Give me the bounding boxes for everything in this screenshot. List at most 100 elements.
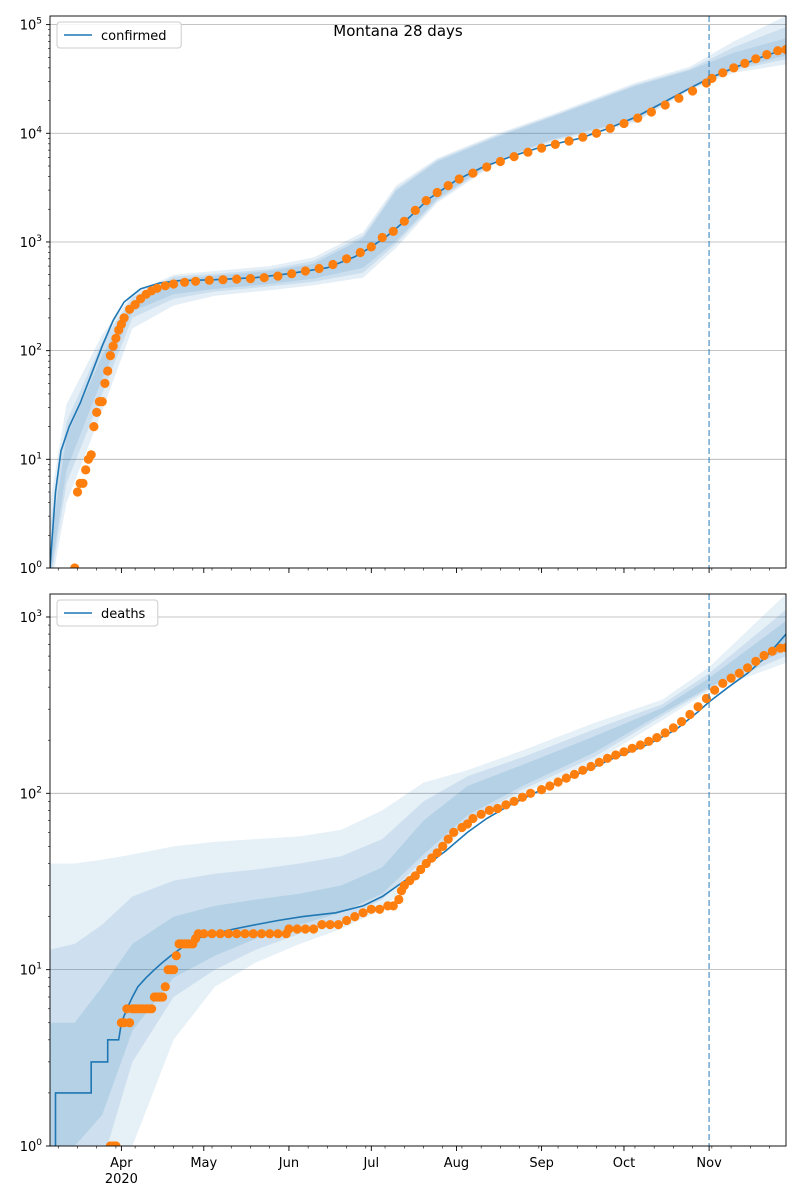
x-tick-label: Jul	[362, 1156, 379, 1171]
legend[interactable]: confirmed	[56, 21, 182, 49]
observed-point	[207, 929, 217, 939]
observed-point	[734, 668, 744, 678]
observed-point	[130, 300, 140, 310]
observed-point	[273, 929, 283, 939]
observed-point	[468, 813, 478, 824]
observed-point	[215, 929, 225, 939]
observed-point	[388, 226, 398, 236]
observed-point	[432, 187, 442, 198]
observed-point	[561, 773, 571, 783]
observed-point	[366, 242, 376, 252]
observed-point	[70, 563, 80, 568]
observed-point	[309, 924, 319, 934]
y-tick-exponent: 0	[36, 1138, 42, 1148]
observed-point	[449, 827, 459, 838]
observed-point	[158, 992, 168, 1002]
observed-point	[223, 929, 234, 939]
observed-point	[325, 920, 335, 930]
observed-point	[105, 351, 115, 361]
observed-point	[743, 663, 753, 673]
observed-point	[710, 685, 720, 695]
observed-point	[767, 646, 777, 656]
y-tick-base: 10	[20, 19, 37, 34]
observed-point	[627, 743, 637, 753]
observed-point	[646, 107, 657, 117]
observed-point	[578, 132, 588, 142]
observed-point	[256, 929, 267, 939]
observed-point	[81, 465, 91, 475]
observed-point	[169, 279, 179, 289]
observed-point	[740, 58, 750, 68]
observed-point	[693, 702, 703, 712]
observed-point	[668, 723, 679, 733]
y-tick-exponent: 4	[36, 125, 42, 135]
observed-point	[342, 254, 352, 264]
observed-point	[111, 1141, 121, 1146]
y-tick-label: 100	[20, 1138, 43, 1155]
legend-label: confirmed	[101, 29, 167, 44]
y-tick-label: 102	[20, 785, 42, 802]
observed-point	[652, 733, 662, 743]
y-tick-exponent: 0	[36, 560, 42, 570]
observed-point	[160, 281, 170, 291]
observed-point	[317, 920, 327, 930]
plot-area	[50, 16, 786, 568]
observed-point	[594, 757, 604, 767]
observed-point	[287, 269, 297, 279]
y-tick-label: 101	[20, 451, 42, 468]
observed-point	[718, 678, 728, 689]
observed-point	[375, 904, 385, 914]
observed-point	[292, 924, 302, 934]
y-tick-label: 102	[20, 343, 42, 360]
observed-point	[125, 1018, 135, 1028]
x-tick-label: Oct	[613, 1156, 635, 1171]
observed-point	[751, 656, 761, 667]
y-tick-label: 104	[20, 125, 43, 142]
observed-point	[443, 834, 453, 844]
observed-point	[501, 800, 511, 810]
observed-point	[245, 274, 256, 284]
y-tick-exponent: 3	[36, 234, 42, 244]
observed-point	[553, 777, 563, 787]
observed-point	[333, 920, 343, 930]
observed-point	[328, 259, 338, 270]
observed-point	[605, 123, 615, 133]
y-tick-label: 103	[20, 234, 42, 251]
observed-point	[611, 750, 621, 760]
observed-point	[781, 44, 786, 55]
y-tick-exponent: 5	[36, 17, 42, 27]
observed-point	[72, 487, 83, 497]
observed-point	[218, 275, 228, 285]
observed-point	[284, 924, 294, 934]
observed-point	[564, 136, 574, 146]
y-tick-base: 10	[20, 964, 37, 979]
observed-point	[147, 1004, 157, 1014]
observed-point	[688, 86, 698, 96]
observed-point	[108, 341, 118, 351]
observed-point	[569, 769, 580, 780]
observed-point	[248, 929, 258, 939]
observed-point	[432, 848, 442, 858]
legend[interactable]: deaths	[56, 599, 159, 627]
uncertainty-band	[50, 16, 786, 568]
y-tick-label: 101	[20, 962, 42, 979]
observed-point	[438, 841, 448, 852]
observed-point	[191, 276, 201, 286]
observed-point	[232, 929, 242, 939]
y-tick-exponent: 1	[36, 962, 42, 972]
y-tick-base: 10	[20, 611, 37, 626]
x-tick-label: Jun	[278, 1156, 299, 1171]
observed-point	[586, 761, 596, 772]
observed-point	[86, 450, 96, 460]
plot-area	[50, 594, 786, 1146]
observed-point	[619, 118, 629, 129]
observed-point	[103, 366, 113, 376]
observed-point	[78, 478, 88, 488]
figure-title: Montana 28 days	[333, 22, 463, 40]
uncertainty-band	[50, 609, 786, 1146]
observed-point	[232, 274, 242, 284]
y-tick-base: 10	[20, 562, 37, 577]
legend-label: deaths	[101, 607, 146, 622]
x-tick-year-label: 2020	[105, 1172, 138, 1187]
observed-point	[169, 965, 179, 975]
